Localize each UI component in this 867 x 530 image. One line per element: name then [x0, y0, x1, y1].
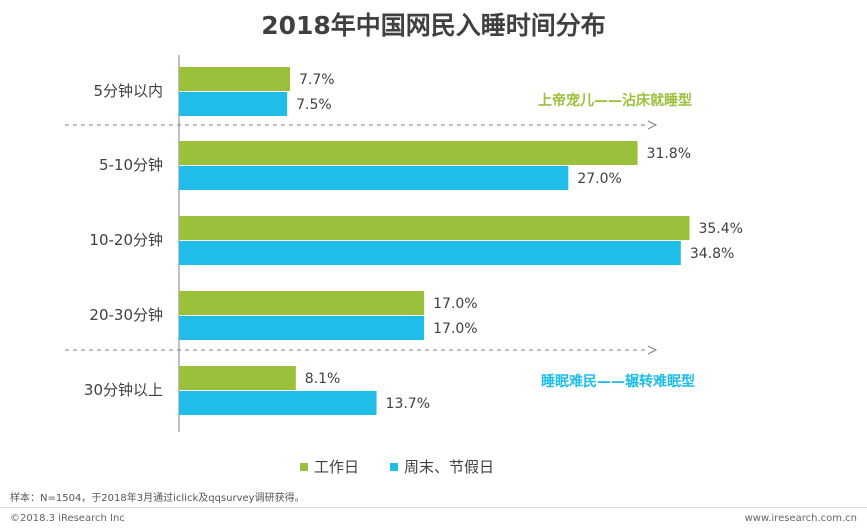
data-label-1-2: 34.8% [690, 246, 734, 262]
data-label-0-2: 35.4% [698, 221, 742, 237]
bar-0-3 [179, 291, 425, 315]
category-label-4: 30分钟以上 [84, 381, 163, 399]
data-label-1-1: 27.0% [577, 171, 621, 187]
bar-1-0 [179, 92, 288, 116]
bar-1-2 [179, 241, 681, 265]
bar-0-4 [179, 366, 296, 390]
data-label-0-0: 7.7% [299, 72, 335, 88]
copyright: ©2018.3 iResearch Inc [10, 513, 125, 524]
category-label-2: 10-20分钟 [89, 231, 163, 249]
data-label-1-3: 17.0% [433, 321, 477, 337]
bar-0-1 [179, 141, 638, 165]
legend-item-weekend: 周末、节假日 [390, 456, 494, 477]
bar-0-2 [179, 216, 690, 240]
bar-1-1 [179, 166, 569, 190]
legend-item-weekday: 工作日 [300, 456, 359, 477]
category-label-0: 5分钟以内 [93, 82, 163, 100]
bar-0-0 [179, 67, 291, 91]
annotation-fast-sleepers: 上帝宠儿——沾床就睡型 [538, 93, 692, 109]
data-label-1-4: 13.7% [386, 396, 430, 412]
footnote: 样本：N=1504，于2018年3月通过iclick及qqsurvey调研获得。 [10, 493, 305, 504]
legend-label-weekend: 周末、节假日 [404, 458, 495, 476]
category-label-3: 20-30分钟 [89, 306, 163, 324]
website: www.iresearch.com.cn [744, 513, 857, 524]
footer-divider [0, 507, 867, 508]
data-label-0-3: 17.0% [433, 296, 477, 312]
annotation-insomniacs: 睡眠难民——辗转难眠型 [541, 374, 695, 390]
bar-1-4 [179, 391, 377, 415]
chart-title: 2018年中国网民入睡时间分布 [261, 11, 606, 40]
legend-label-weekday: 工作日 [314, 458, 360, 476]
bar-chart: 5分钟以内 7.7% 7.5% 5-10分钟 31.8% 27.0% 10-20分钟 35.4… [65, 55, 743, 432]
data-label-1-0: 7.5% [296, 97, 332, 113]
separator-arrow-0 [647, 120, 658, 130]
data-label-0-1: 31.8% [647, 146, 691, 162]
bar-1-3 [179, 316, 425, 340]
data-label-0-4: 8.1% [305, 371, 341, 387]
legend-swatch-weekday [300, 462, 308, 471]
category-label-1: 5-10分钟 [99, 156, 163, 174]
legend-swatch-weekend [390, 462, 398, 471]
separator-arrow-1 [647, 345, 658, 355]
